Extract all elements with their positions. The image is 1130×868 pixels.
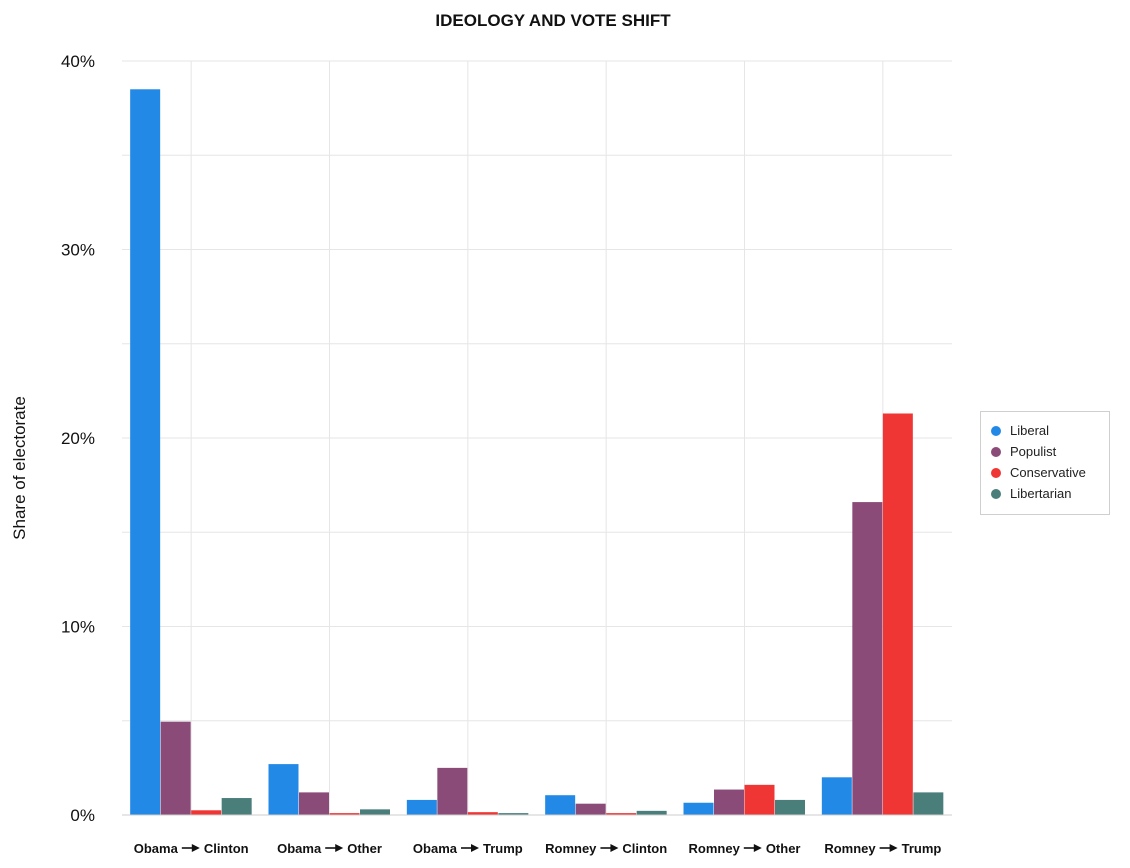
x-tick-label: Obama Other (277, 841, 382, 856)
x-tick-label-from: Obama (413, 841, 458, 856)
bar-conservative[interactable] (467, 812, 498, 815)
arrow-head-icon (610, 844, 619, 852)
x-tick-label-from: Obama (277, 841, 322, 856)
bar-libertarian[interactable] (913, 792, 944, 815)
y-tick-label: 10% (61, 618, 95, 637)
legend-swatch-liberal (991, 425, 1001, 436)
bar-conservative[interactable] (329, 813, 360, 815)
x-tick-label-from: Romney (545, 841, 597, 856)
bar-populist[interactable] (160, 721, 191, 815)
arrow-head-icon (471, 844, 480, 852)
bar-libertarian[interactable] (636, 810, 667, 815)
bar-populist[interactable] (437, 767, 468, 815)
legend-label-conservative: Conservative (1010, 465, 1086, 480)
x-tick-label-to: Trump (902, 841, 942, 856)
bar-libertarian[interactable] (221, 798, 252, 815)
bar-liberal[interactable] (821, 777, 852, 815)
x-tick-label: Romney Trump (824, 841, 941, 856)
legend-label-populist: Populist (1010, 444, 1057, 459)
arrow-head-icon (191, 844, 200, 852)
x-tick-label-from: Romney (689, 841, 741, 856)
legend-item-libertarian[interactable]: Libertarian (991, 483, 1099, 504)
arrow-head-icon (335, 844, 344, 852)
x-tick-label: Obama Clinton (134, 841, 249, 856)
bar-conservative[interactable] (606, 813, 637, 815)
bar-liberal[interactable] (406, 799, 437, 815)
bar-liberal[interactable] (545, 795, 576, 815)
legend-swatch-populist (991, 446, 1001, 457)
bar-liberal[interactable] (268, 764, 299, 815)
x-tick-label: Romney Clinton (545, 841, 667, 856)
legend-label-libertarian: Libertarian (1010, 486, 1072, 501)
bar-liberal[interactable] (130, 89, 161, 815)
legend-label-liberal: Liberal (1010, 423, 1050, 438)
bar-populist[interactable] (575, 803, 606, 815)
x-tick-label: Obama Trump (413, 841, 523, 856)
bar-conservative[interactable] (882, 413, 913, 815)
bar-populist[interactable] (714, 789, 744, 815)
legend-swatch-conservative (991, 467, 1001, 478)
y-tick-label: 20% (61, 429, 95, 448)
grid (122, 60, 952, 816)
bar-liberal[interactable] (683, 802, 714, 815)
y-tick-label: 30% (61, 241, 95, 260)
bar-libertarian[interactable] (360, 809, 390, 815)
arrow-head-icon (753, 844, 762, 852)
x-tick-label-to: Trump (483, 841, 523, 856)
legend-item-conservative[interactable]: Conservative (991, 462, 1099, 483)
bars (130, 89, 944, 815)
x-tick-label-to: Other (347, 841, 382, 856)
legend-swatch-libertarian (991, 488, 1001, 499)
legend-item-populist[interactable]: Populist (991, 441, 1099, 462)
x-tick-label-to: Other (766, 841, 801, 856)
legend: Liberal Populist Conservative Libertaria… (980, 411, 1110, 515)
y-tick-label: 40% (61, 52, 95, 71)
bar-populist[interactable] (852, 502, 883, 815)
bar-populist[interactable] (299, 792, 329, 815)
y-tick-label: 0% (70, 806, 95, 825)
y-axis-label: Share of electorate (10, 396, 29, 540)
legend-item-liberal[interactable]: Liberal (991, 420, 1099, 441)
x-tick-label: Romney Other (689, 841, 801, 856)
x-tick-label-from: Romney (824, 841, 876, 856)
bar-libertarian[interactable] (775, 799, 805, 815)
bar-libertarian[interactable] (498, 813, 529, 815)
bar-conservative[interactable] (744, 784, 775, 815)
x-tick-label-to: Clinton (622, 841, 667, 856)
x-tick-label-from: Obama (134, 841, 179, 856)
chart-title: IDEOLOGY AND VOTE SHIFT (435, 11, 671, 30)
bar-conservative[interactable] (191, 810, 222, 815)
x-tick-label-to: Clinton (204, 841, 249, 856)
arrow-head-icon (889, 844, 898, 852)
axes: 0%10%20%30%40%Obama Clinton Obama Other Obam… (61, 52, 952, 856)
